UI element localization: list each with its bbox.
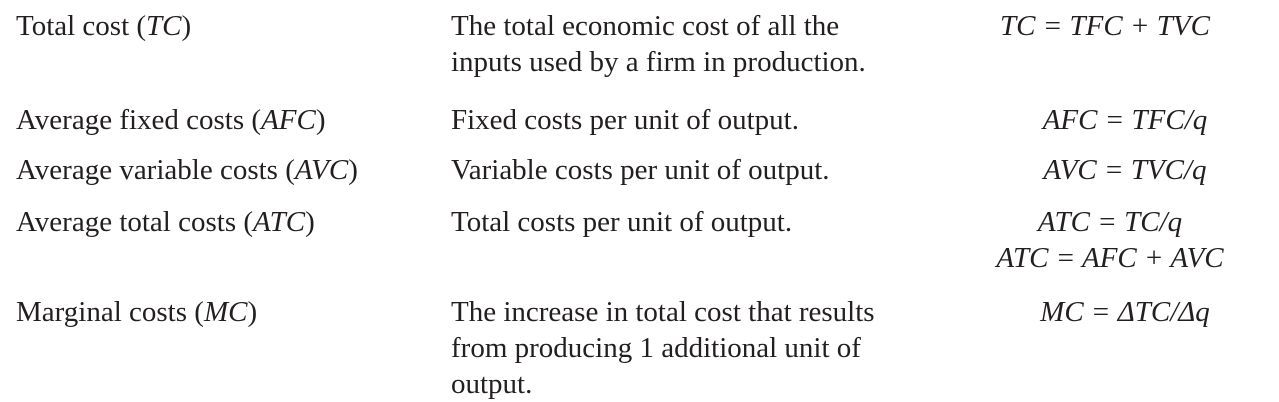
definition-line: output. — [451, 368, 533, 400]
term-cell: Average variable costs (AVC) — [16, 152, 436, 188]
term-close-paren: ) — [315, 104, 326, 136]
definition-line: The total economic cost of all the — [451, 10, 840, 42]
definition-cell: Fixed costs per unit of output. — [451, 102, 971, 138]
definition-cell: The increase in total cost that results … — [451, 294, 971, 402]
term-label: Total cost ( — [16, 10, 147, 42]
term-label: Average variable costs ( — [16, 154, 295, 186]
definition-line: Variable costs per unit of output. — [451, 154, 830, 186]
formula-cell: MC = ΔTC/Δq — [960, 294, 1279, 330]
term-cell: Average total costs (ATC) — [16, 204, 436, 240]
term-cell: Average fixed costs (AFC) — [16, 102, 436, 138]
term-close-paren: ) — [305, 206, 315, 238]
term-abbreviation: AVC — [294, 154, 349, 186]
definition-line: Total costs per unit of output. — [451, 206, 793, 238]
definition-line: The increase in total cost that results — [451, 296, 875, 328]
definition-line: from producing 1 additional unit of — [451, 332, 861, 364]
term-cell: Marginal costs (MC) — [16, 294, 436, 330]
formula-cell: TC = TFC + TVC — [940, 8, 1270, 44]
formula-cell: ATC = TC/q ATC = AFC + AVC — [945, 204, 1275, 276]
term-label: Marginal costs ( — [16, 296, 204, 328]
definition-line: inputs used by a firm in production. — [451, 46, 866, 78]
term-cell: Total cost (TC) — [16, 8, 436, 44]
formula: ATC = TC/q — [1037, 206, 1183, 238]
term-label: Average total costs ( — [16, 206, 254, 238]
definition-cell: The total economic cost of all the input… — [451, 8, 971, 80]
definition-cell: Total costs per unit of output. — [451, 204, 971, 240]
formula: ATC = AFC + AVC — [996, 242, 1224, 274]
term-label: Average fixed costs ( — [16, 104, 262, 136]
definition-line: Fixed costs per unit of output. — [451, 104, 799, 136]
term-close-paren: ) — [247, 296, 258, 328]
term-abbreviation: ATC — [253, 206, 306, 238]
formula: MC = ΔTC/Δq — [1040, 296, 1210, 328]
formula: TC = TFC + TVC — [1000, 10, 1210, 42]
formula: AFC = TFC/q — [1042, 104, 1208, 136]
formula-cell: AVC = TVC/q — [960, 152, 1279, 188]
definition-cell: Variable costs per unit of output. — [451, 152, 971, 188]
term-abbreviation: MC — [203, 296, 248, 328]
term-abbreviation: AFC — [261, 104, 316, 136]
term-close-paren: ) — [348, 154, 358, 186]
formula: AVC = TVC/q — [1043, 154, 1207, 186]
term-abbreviation: TC — [146, 10, 182, 42]
formula-cell: AFC = TFC/q — [960, 102, 1279, 138]
term-close-paren: ) — [181, 10, 192, 42]
